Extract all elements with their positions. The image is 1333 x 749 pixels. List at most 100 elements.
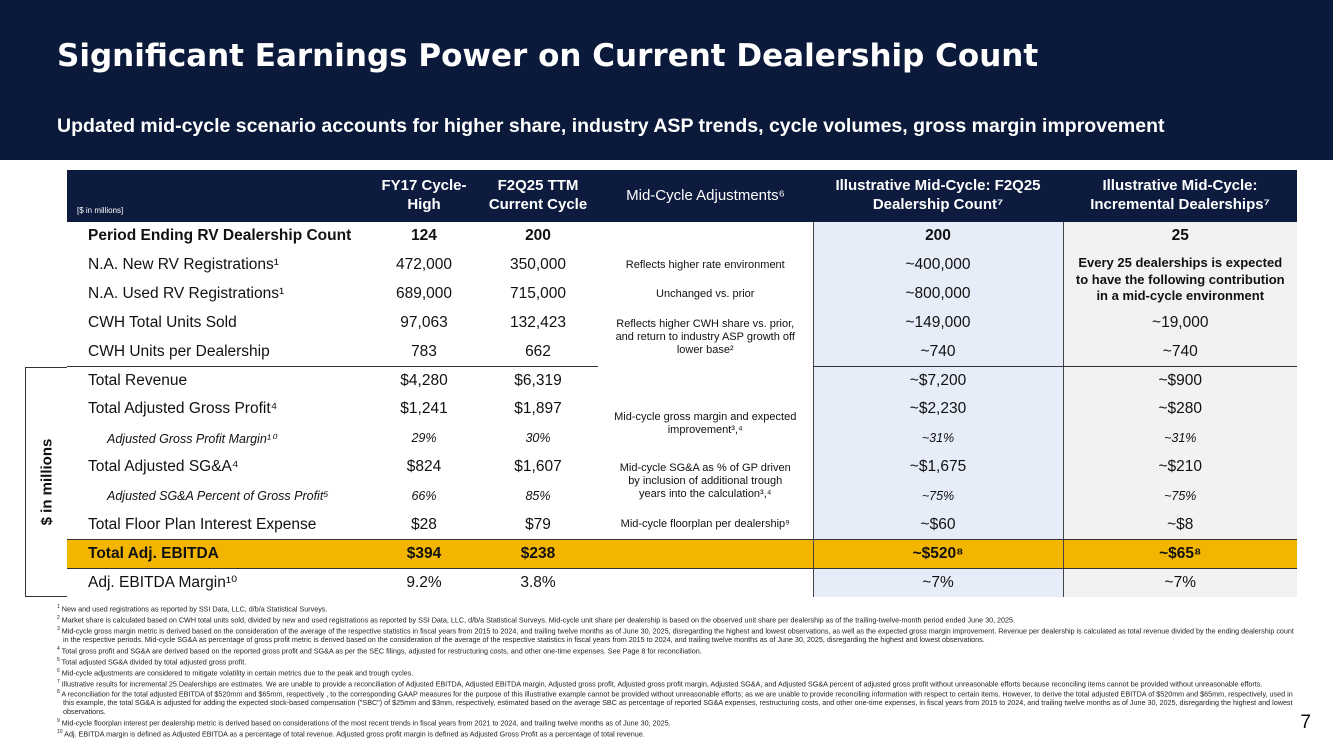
- cell: 9.2%: [406, 573, 442, 591]
- cell: ~$2,230: [812, 395, 1063, 424]
- cell: ~$1,675: [812, 452, 1063, 482]
- incremental-note: Every 25 dealerships is expected to have…: [1062, 250, 1297, 309]
- cell: ~800,000: [812, 279, 1063, 309]
- cell: 662: [478, 337, 598, 367]
- col-header: Mid-Cycle Adjustments⁶: [598, 170, 813, 222]
- footnote-mark: 6: [57, 667, 60, 674]
- cell: ~31%: [812, 423, 1063, 453]
- cell: 472,000: [395, 256, 453, 274]
- footnote-text: Mid-cycle adjustments are considered to …: [61, 667, 414, 677]
- cell: $1,241: [400, 400, 448, 418]
- footnote-mark: 5: [57, 656, 60, 663]
- cell: $394: [370, 538, 478, 569]
- table-row: Period Ending RV Dealership Count 124 200 2…: [67, 222, 1297, 251]
- table: [$ in millions] FY17 Cycle-High F2Q25 TT…: [67, 170, 1297, 597]
- cell: $1,897: [514, 400, 562, 418]
- cell: 124: [411, 227, 437, 245]
- cell: $6,319: [514, 371, 562, 389]
- cell: 200: [812, 222, 1063, 251]
- table-row: N.A. Used RV Registrations¹ 689,000 715,00…: [67, 279, 1297, 309]
- cell: 85%: [525, 489, 551, 504]
- adjustment: Unchanged vs. prior: [656, 287, 755, 300]
- row-label: N.A. Used RV Registrations¹: [88, 285, 285, 303]
- cell: ~7%: [812, 568, 1063, 597]
- cell: 97,063: [400, 313, 448, 331]
- cell: ~$8: [1062, 510, 1297, 540]
- page-number: 7: [1300, 712, 1311, 733]
- cell: ~$520⁸: [812, 538, 1063, 569]
- footnote-text: Illustrative results for incremental 25 …: [61, 678, 1263, 688]
- footnote-mark: 7: [57, 678, 60, 685]
- row-label: Adjusted SG&A Percent of Gross Profit⁵: [107, 489, 329, 504]
- footnote: 6 Mid-cycle adjustments are considered t…: [57, 667, 1297, 678]
- footnote-mark: 2: [57, 614, 60, 621]
- cell: ~$280: [1062, 395, 1297, 424]
- cell: $79: [525, 515, 551, 533]
- cell: ~75%: [1062, 481, 1297, 511]
- unit-note: [$ in millions]: [77, 206, 124, 215]
- row-label: N.A. New RV Registrations¹: [88, 256, 279, 274]
- row-label: Adj. EBITDA Margin¹⁰: [88, 574, 238, 592]
- col-header: F2Q25 TTM Current Cycle: [478, 170, 598, 222]
- footnote: 10 Adj. EBITDA margin is defined as Adju…: [57, 728, 1297, 739]
- footnote-text: Mid-cycle floorplan interest per dealers…: [61, 718, 671, 728]
- header-row: [$ in millions] FY17 Cycle-High F2Q25 TT…: [67, 170, 1297, 222]
- table-row: Total Adjusted Gross Profit⁴ $1,241 $1,897…: [67, 395, 1297, 436]
- footnote-mark: 4: [57, 645, 60, 652]
- table-row: Total Revenue $4,280 $6,319 ~$7,200 ~$900: [67, 366, 1297, 396]
- cell: ~740: [1062, 337, 1297, 367]
- row-label: Total Adj. EBITDA: [67, 538, 370, 569]
- footnote: 4 Total gross profit and SG&A are derive…: [57, 645, 1297, 656]
- cell: ~740: [812, 337, 1063, 367]
- adjustment: Reflects higher CWH share vs. prior, and…: [615, 317, 795, 356]
- cell: 715,000: [509, 285, 567, 303]
- cell: 30%: [525, 431, 551, 446]
- table-row: Adj. EBITDA Margin¹⁰ 9.2% 3.8% ~7% ~7%: [67, 568, 1297, 597]
- cell: 3.8%: [520, 573, 556, 591]
- cell: $238: [478, 538, 598, 569]
- cell: ~400,000: [812, 250, 1063, 280]
- cell: 200: [525, 227, 551, 245]
- adjustment: [598, 222, 813, 251]
- table-row: Total Floor Plan Interest Expense $28 $79 M…: [67, 510, 1297, 540]
- cell: ~7%: [1062, 568, 1297, 597]
- cell: 29%: [411, 431, 437, 446]
- footnote-text: New and used registrations as reported b…: [61, 604, 328, 614]
- cell: $824: [406, 458, 442, 476]
- cell: ~149,000: [812, 308, 1063, 338]
- cell: $28: [411, 515, 437, 533]
- footnote-text: Mid-cycle gross margin metric is derived…: [61, 626, 1294, 644]
- row-label: Total Adjusted SG&A⁴: [88, 458, 239, 476]
- footnote: 1 New and used registrations as reported…: [57, 603, 1297, 614]
- cell: ~$65⁸: [1062, 538, 1297, 569]
- footnote-mark: 10: [57, 728, 63, 735]
- row-label: Total Adjusted Gross Profit⁴: [88, 400, 278, 418]
- cell: 350,000: [509, 256, 567, 274]
- cell: 66%: [411, 489, 437, 504]
- row-label: Total Floor Plan Interest Expense: [88, 515, 317, 533]
- row-label: CWH Units per Dealership: [67, 337, 370, 367]
- cell: $4,280: [400, 371, 448, 389]
- table-row: CWH Total Units Sold 97,063 132,423 Reflect…: [67, 308, 1297, 356]
- row-label: Adjusted Gross Profit Margin¹⁰: [107, 431, 276, 446]
- cell: 132,423: [509, 313, 567, 331]
- footnote: 8 A reconciliation for the total adjuste…: [57, 688, 1297, 716]
- footnotes: 1 New and used registrations as reported…: [57, 603, 1297, 739]
- cell: $1,607: [514, 458, 562, 476]
- footnote-text: Adj. EBITDA margin is defined as Adjuste…: [64, 729, 645, 739]
- subtitle: Updated mid-cycle scenario accounts for …: [57, 115, 1165, 137]
- cell: ~$7,200: [812, 366, 1063, 396]
- footnote-mark: 3: [57, 625, 60, 632]
- side-label: $ in millions: [38, 438, 55, 526]
- footnote: 7 Illustrative results for incremental 2…: [57, 678, 1297, 689]
- adjustment: Mid-cycle floorplan per dealership⁹: [620, 518, 790, 531]
- footnote: 3 Mid-cycle gross margin metric is deriv…: [57, 625, 1297, 645]
- cell: 25: [1062, 222, 1297, 251]
- side-bracket: $ in millions: [25, 367, 67, 597]
- cell: ~$60: [812, 510, 1063, 540]
- cell: ~$900: [1062, 366, 1297, 396]
- footnote-text: Market share is calculated based on CWH …: [61, 615, 1016, 625]
- footnote-text: Total gross profit and SG&A are derived …: [61, 645, 702, 655]
- row-label: CWH Total Units Sold: [88, 313, 237, 331]
